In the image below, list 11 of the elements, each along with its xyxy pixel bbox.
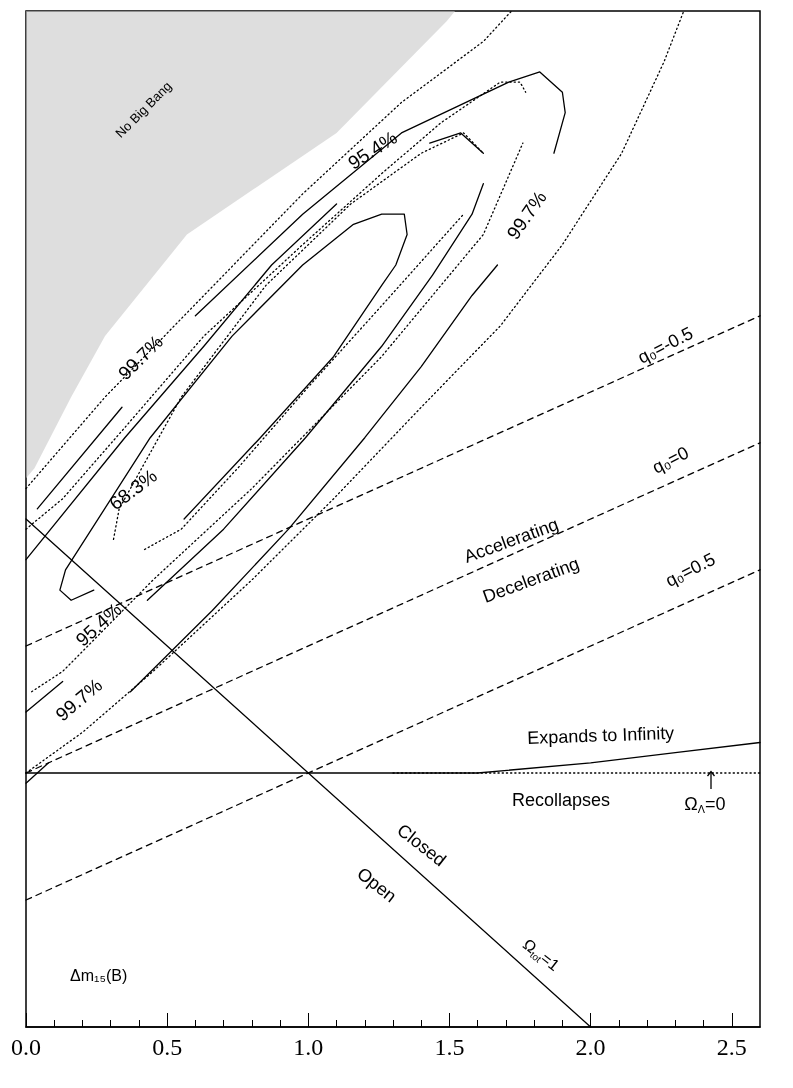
annotation: Ωtot=1 bbox=[519, 935, 563, 975]
annotation: q₀=0 bbox=[648, 442, 692, 478]
annotation: Δm₁₅(B) bbox=[70, 966, 128, 984]
annotation: Expands to Infinity bbox=[526, 722, 675, 748]
annotation: Recollapses bbox=[512, 790, 611, 811]
x-tick-label: 0.5 bbox=[152, 1034, 183, 1060]
x-tick-label: 2.5 bbox=[716, 1034, 747, 1060]
x-tick-label: 1.0 bbox=[293, 1034, 324, 1060]
x-tick-label: 0.0 bbox=[11, 1034, 41, 1060]
x-tick-label: 2.0 bbox=[575, 1034, 606, 1060]
x-tick-label: 1.5 bbox=[434, 1034, 465, 1060]
